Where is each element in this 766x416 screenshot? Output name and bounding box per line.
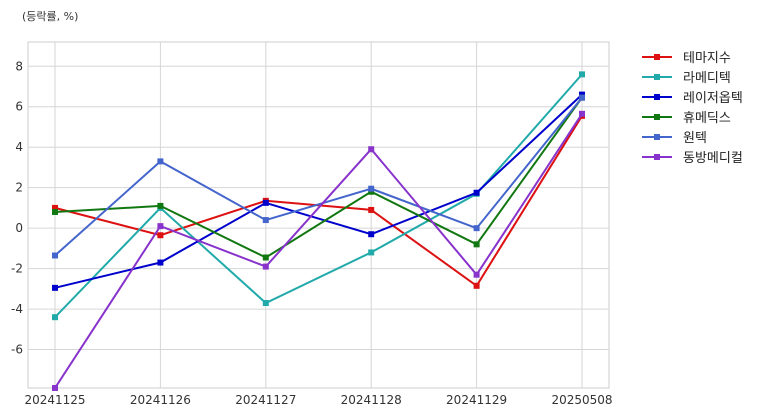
data-point bbox=[368, 188, 375, 195]
series-line bbox=[54, 113, 583, 389]
y-tick-label: -6 bbox=[11, 343, 23, 357]
data-point bbox=[262, 263, 269, 270]
x-tick-label: 20241129 bbox=[446, 393, 507, 407]
data-point bbox=[52, 314, 58, 321]
grid bbox=[28, 42, 609, 388]
data-point bbox=[157, 259, 164, 266]
x-tick-label: 20241125 bbox=[24, 393, 85, 407]
data-point bbox=[579, 110, 585, 117]
data-point bbox=[473, 282, 480, 289]
legend-label: 레이저옵텍 bbox=[683, 91, 743, 106]
legend-label: 원텍 bbox=[683, 131, 707, 146]
x-tick-label: 20241126 bbox=[130, 393, 191, 407]
legend-item: 휴메딕스 bbox=[642, 111, 731, 126]
y-tick-label: 6 bbox=[15, 100, 23, 114]
y-tick-label: 2 bbox=[15, 181, 23, 195]
data-point bbox=[52, 204, 58, 211]
plot-area bbox=[27, 41, 610, 389]
legend-label: 동방메디컬 bbox=[683, 151, 743, 166]
y-tick-label: 0 bbox=[15, 221, 23, 235]
series-group bbox=[52, 71, 585, 391]
legend-marker bbox=[654, 94, 660, 100]
data-point bbox=[368, 231, 375, 238]
legend-marker bbox=[654, 54, 660, 60]
series-line bbox=[54, 93, 583, 289]
data-point bbox=[579, 71, 585, 78]
legend-marker bbox=[654, 114, 660, 120]
data-point bbox=[262, 300, 269, 307]
x-tick-label: 20241128 bbox=[341, 393, 402, 407]
data-point bbox=[262, 199, 269, 206]
data-point bbox=[473, 241, 480, 248]
legend-label: 휴메딕스 bbox=[683, 111, 731, 126]
legend-item: 원텍 bbox=[642, 131, 707, 146]
data-point bbox=[368, 185, 375, 192]
data-point bbox=[368, 146, 375, 153]
legend-item: 동방메디컬 bbox=[642, 151, 743, 166]
data-point bbox=[473, 189, 480, 196]
legend-item: 레이저옵텍 bbox=[642, 91, 743, 106]
data-point bbox=[52, 284, 58, 291]
legend-marker bbox=[654, 134, 660, 140]
data-point bbox=[157, 223, 164, 230]
legend-item: 테마지수 bbox=[642, 51, 731, 66]
legend-marker bbox=[654, 154, 660, 160]
data-point bbox=[157, 202, 164, 209]
data-point bbox=[52, 385, 58, 391]
legend-label: 라메디텍 bbox=[683, 71, 731, 86]
data-point bbox=[52, 208, 58, 215]
y-tick-label: -4 bbox=[11, 302, 23, 316]
y-axis-ticks: -6 -4 -2 0 2 4 6 8 bbox=[11, 59, 23, 356]
unit-label: (등락률, %) bbox=[22, 10, 78, 23]
legend-marker bbox=[654, 74, 660, 80]
x-tick-label: 20241127 bbox=[235, 393, 296, 407]
series-3 bbox=[52, 91, 585, 291]
data-point bbox=[157, 158, 164, 165]
x-axis-ticks: 20241125 20241126 20241127 20241128 20241129… bbox=[24, 393, 612, 407]
series-5 bbox=[52, 94, 585, 259]
data-point bbox=[473, 225, 480, 232]
data-point bbox=[262, 217, 269, 224]
data-point bbox=[368, 206, 375, 213]
data-point bbox=[368, 249, 375, 256]
y-tick-label: 8 bbox=[15, 59, 23, 73]
data-point bbox=[262, 254, 269, 261]
data-point bbox=[52, 252, 58, 259]
data-point bbox=[579, 94, 585, 101]
y-tick-label: 4 bbox=[15, 140, 23, 154]
y-tick-label: -2 bbox=[11, 262, 23, 276]
data-point bbox=[473, 271, 480, 278]
x-tick-label: 20250508 bbox=[551, 393, 612, 407]
data-point bbox=[579, 91, 585, 98]
series-line bbox=[54, 73, 583, 318]
series-6 bbox=[52, 110, 585, 391]
series-line bbox=[54, 97, 583, 259]
legend-item: 라메디텍 bbox=[642, 71, 731, 86]
legend-label: 테마지수 bbox=[683, 51, 731, 66]
data-point bbox=[157, 232, 164, 239]
series-line bbox=[54, 96, 583, 257]
